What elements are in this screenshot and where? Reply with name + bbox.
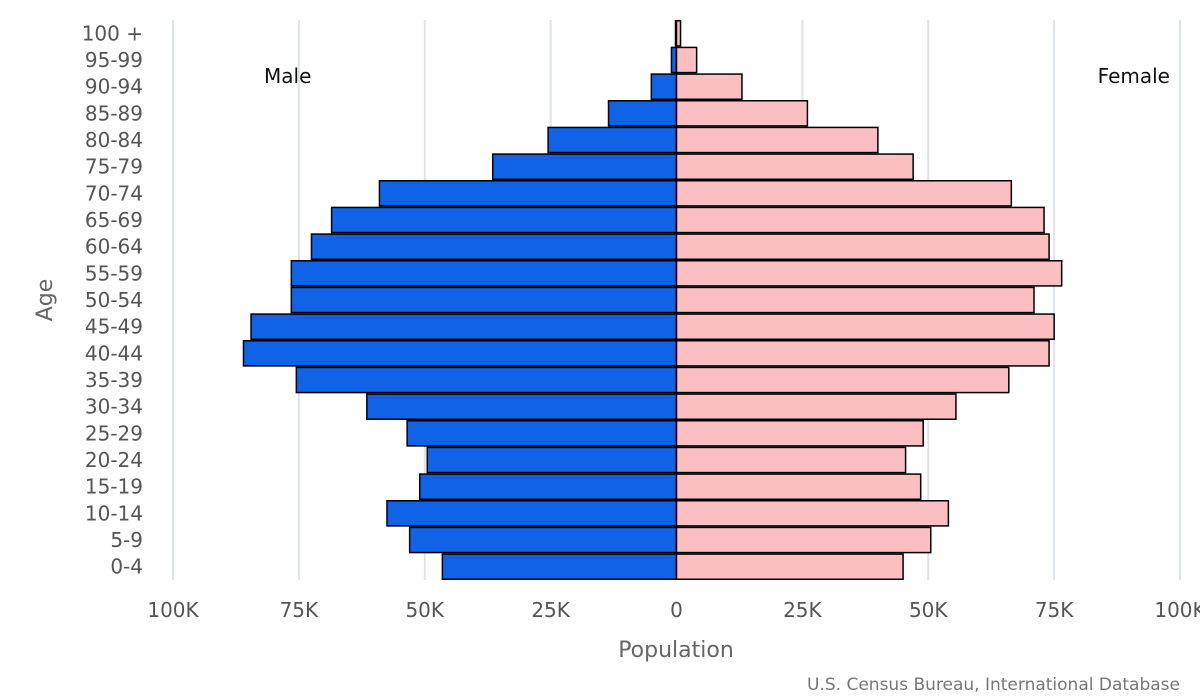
age-group-label: 80-84 — [85, 128, 143, 152]
x-tick-label: 100K — [147, 598, 199, 622]
x-tick-label: 50K — [909, 598, 948, 622]
age-group-label: 10-14 — [85, 501, 143, 525]
age-group-label: 35-39 — [85, 368, 143, 392]
age-group-label: 40-44 — [85, 341, 143, 365]
male-bar — [250, 313, 678, 341]
male-bar — [406, 420, 678, 447]
female-bar — [675, 180, 1013, 207]
x-tick-label: 50K — [405, 598, 444, 622]
female-bar — [675, 420, 924, 447]
age-group-label: 15-19 — [85, 475, 143, 499]
male-bar — [366, 393, 678, 421]
bars — [242, 20, 1063, 580]
male-bar — [491, 153, 678, 180]
x-tick-label: 75K — [280, 598, 319, 622]
age-group-label: 65-69 — [85, 208, 143, 232]
age-group-label: 25-29 — [85, 421, 143, 445]
x-axis-ticks: 100K 75K 50K 25K 0 25K 50K 75K 100K — [147, 598, 1200, 622]
female-bar — [675, 473, 922, 501]
female-side-label: Female — [1098, 64, 1170, 88]
x-axis-title: Population — [618, 638, 734, 663]
age-group-label: 75-79 — [85, 155, 143, 179]
female-bar — [675, 526, 932, 554]
age-group-label: 45-49 — [85, 315, 143, 339]
male-bar — [290, 260, 678, 287]
x-tick-label: 0 — [670, 598, 683, 622]
x-tick-label: 100K — [1154, 598, 1200, 622]
age-group-label: 95-99 — [85, 48, 143, 72]
female-bar — [675, 46, 698, 74]
age-group-label: 90-94 — [85, 75, 143, 99]
male-bar — [378, 180, 678, 207]
age-group-label: 55-59 — [85, 261, 143, 285]
male-bar — [426, 446, 678, 474]
female-bar — [675, 126, 879, 154]
male-bar — [295, 366, 678, 394]
male-side-label: Male — [264, 64, 311, 88]
male-bar — [670, 46, 678, 74]
male-bar — [290, 286, 678, 314]
female-bar — [675, 100, 809, 127]
age-group-label: 30-34 — [85, 395, 143, 419]
male-bar — [386, 500, 678, 527]
female-bar — [675, 233, 1050, 260]
female-bar — [675, 366, 1010, 394]
male-bar — [310, 233, 678, 260]
female-bar — [675, 206, 1045, 234]
age-group-label: 85-89 — [85, 101, 143, 125]
age-group-label: 5-9 — [110, 528, 143, 552]
age-group-label: 50-54 — [85, 288, 143, 312]
age-group-label: 100 + — [82, 21, 143, 45]
male-bar — [607, 100, 678, 127]
female-bar — [675, 553, 904, 580]
age-group-label: 20-24 — [85, 448, 143, 472]
female-bar — [675, 446, 907, 474]
female-bar — [675, 20, 682, 47]
female-bar — [675, 500, 950, 527]
male-bar — [547, 126, 678, 154]
male-bar — [650, 73, 678, 101]
female-bar — [675, 313, 1055, 341]
male-bar — [418, 473, 678, 501]
female-bar — [675, 153, 914, 180]
x-tick-label: 75K — [1035, 598, 1074, 622]
female-bar — [675, 340, 1050, 367]
male-bar — [408, 526, 678, 554]
x-tick-label: 25K — [531, 598, 570, 622]
age-group-label: 0-4 — [110, 555, 143, 579]
female-bar — [675, 286, 1035, 314]
female-bar — [675, 260, 1063, 287]
female-bar — [675, 393, 957, 421]
source-credit: U.S. Census Bureau, International Databa… — [807, 675, 1180, 695]
y-axis-title: Age — [33, 279, 58, 322]
male-bar — [330, 206, 678, 234]
age-group-label: 70-74 — [85, 181, 143, 205]
female-bar — [675, 73, 743, 101]
male-bar — [441, 553, 678, 580]
age-group-label: 60-64 — [85, 235, 143, 259]
male-bar — [242, 340, 678, 367]
x-tick-label: 25K — [783, 598, 822, 622]
